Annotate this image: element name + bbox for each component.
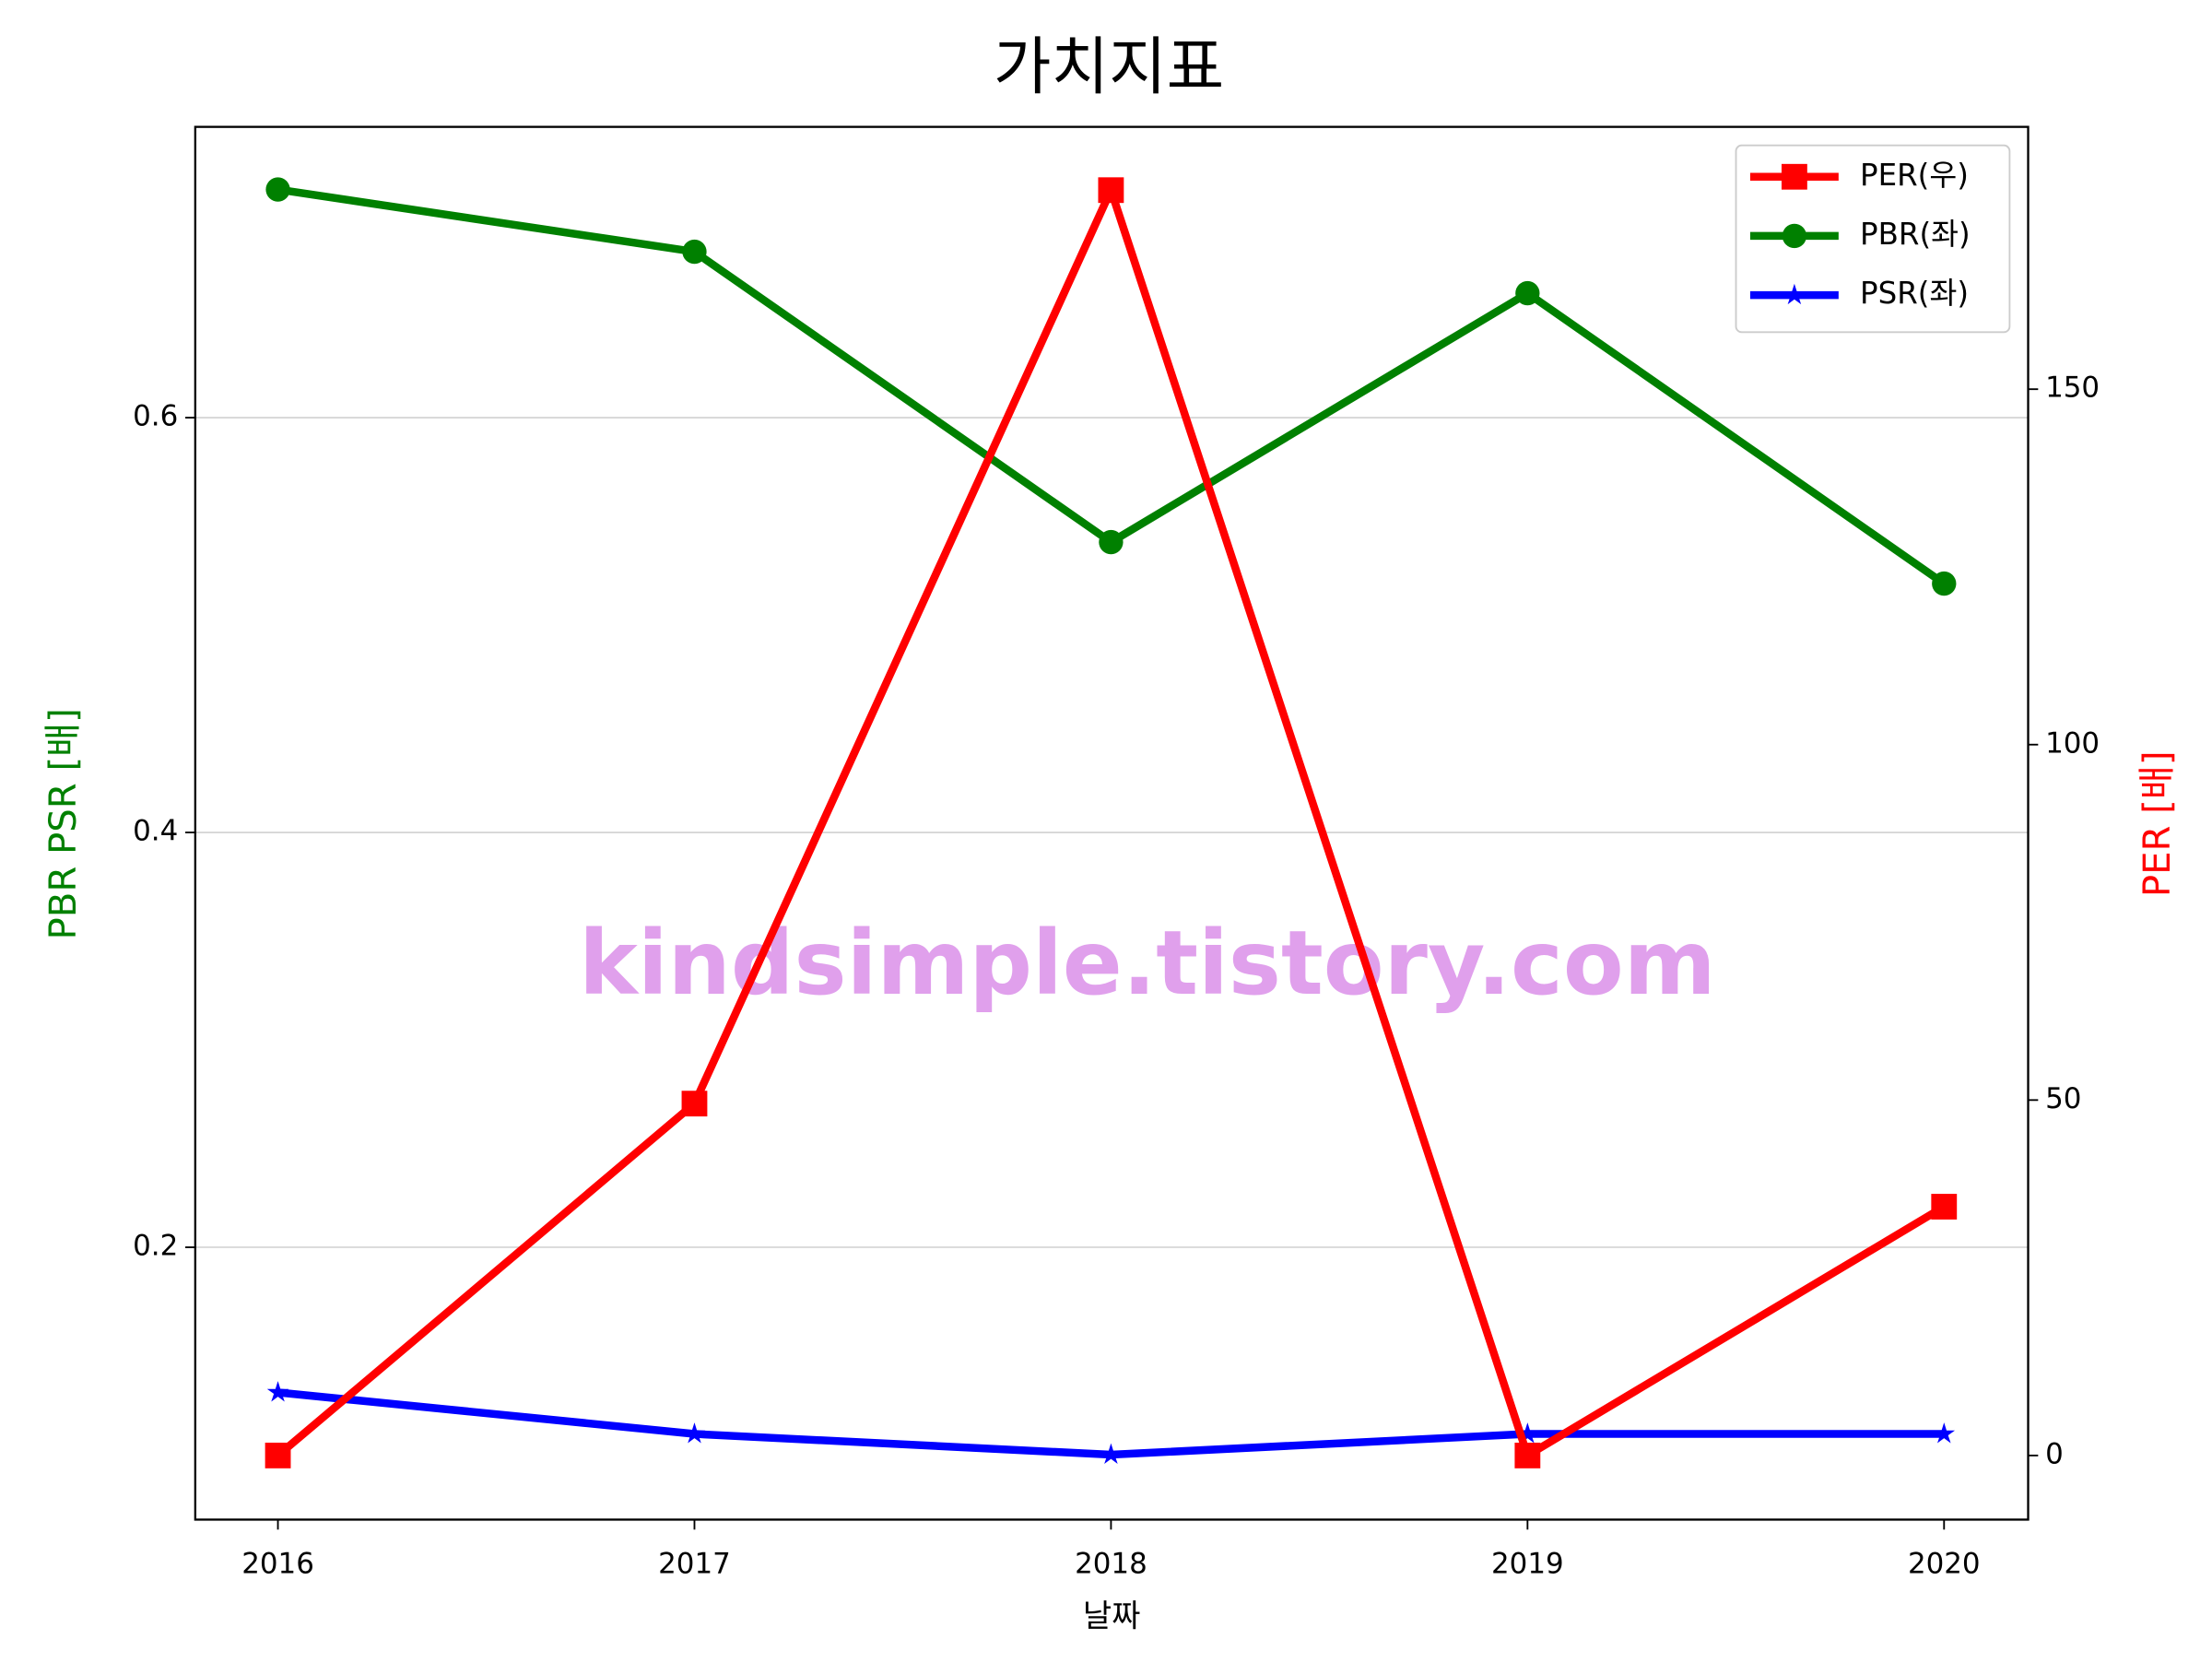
marker	[682, 239, 707, 265]
legend-marker	[1782, 223, 1807, 249]
y2-axis-label: PER [배]	[2136, 750, 2179, 897]
marker	[683, 1422, 706, 1444]
x-tick-label: 2020	[1908, 1547, 1981, 1580]
series	[265, 177, 1957, 596]
legend: PER(우) PBR(좌) PSR(좌)	[1735, 144, 2011, 334]
y-axis-label: PBR PSR [배]	[42, 708, 85, 939]
x-tick-label: 2017	[658, 1547, 731, 1580]
legend-marker	[1783, 283, 1806, 305]
marker	[1514, 1442, 1541, 1468]
legend-box	[1735, 144, 2011, 334]
marker	[1933, 1422, 1956, 1444]
series	[265, 177, 1958, 1468]
x-tick-label: 2018	[1075, 1547, 1147, 1580]
marker	[1931, 1194, 1958, 1220]
marker	[1100, 1443, 1123, 1465]
y-tick-label: 0.4	[133, 815, 178, 848]
y-tick-label: 0.2	[133, 1230, 178, 1263]
legend-label: PER(우)	[1860, 158, 1969, 193]
series	[266, 1381, 1956, 1465]
x-tick-label: 2019	[1491, 1547, 1564, 1580]
marker	[266, 1381, 289, 1402]
legend-label: PSR(좌)	[1860, 276, 1969, 311]
watermark: kindsimple.tistory.com	[579, 912, 1716, 1015]
marker	[265, 177, 290, 202]
plot-frame	[194, 125, 2030, 1521]
marker	[1098, 177, 1124, 204]
marker	[1932, 571, 1957, 596]
y2-tick-label: 50	[2045, 1082, 2081, 1115]
chart-title: 가치지표	[994, 31, 1224, 104]
x-axis-label: 날짜	[1083, 1598, 1141, 1635]
marker	[1515, 280, 1540, 306]
marker	[1099, 529, 1124, 555]
marker	[681, 1091, 708, 1117]
y2-tick-label: 100	[2045, 726, 2100, 760]
y2-tick-label: 150	[2045, 372, 2100, 405]
marker	[1516, 1422, 1539, 1444]
x-tick-label: 2016	[241, 1547, 314, 1580]
y-tick-label: 0.6	[133, 400, 178, 433]
legend-marker	[1781, 163, 1807, 190]
marker	[265, 1442, 291, 1468]
y2-tick-label: 0	[2045, 1437, 2064, 1470]
legend-label: PBR(좌)	[1860, 217, 1971, 252]
